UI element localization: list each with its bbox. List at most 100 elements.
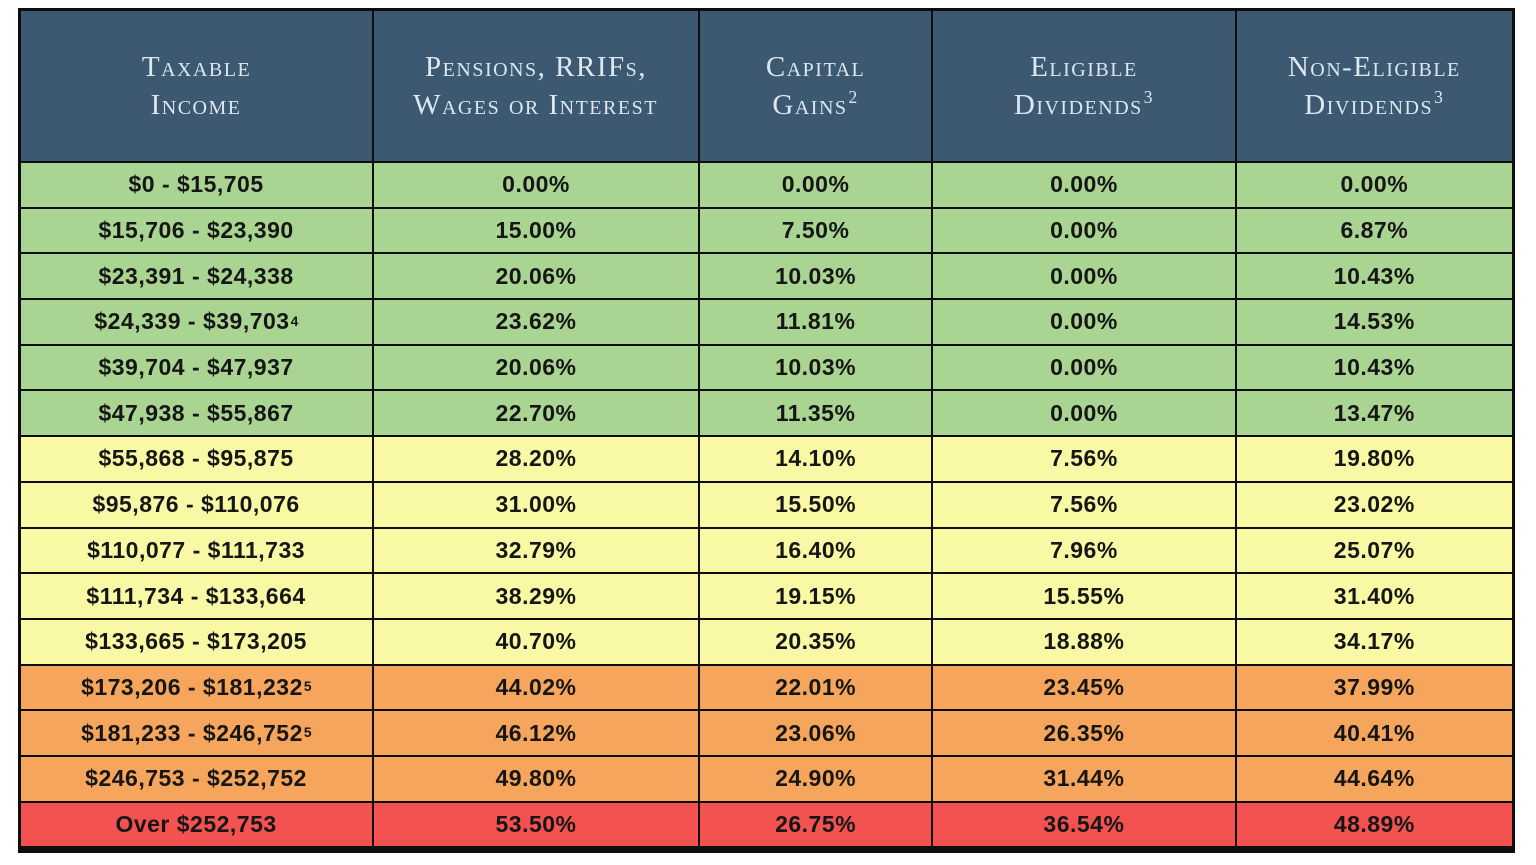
column-header-eligible-dividends: Eligible Dividends3 <box>931 11 1234 161</box>
income-range-cell: $23,391 - $24,338 <box>98 262 294 289</box>
table-row: Over $252,753 53.50% 26.75% 36.54% 48.89… <box>21 800 1512 847</box>
eligible-dividends-rate-cell: 0.00% <box>931 345 1234 390</box>
column-header-taxable-income: Taxable Income <box>21 11 372 161</box>
capital-gains-rate-cell: 19.15% <box>697 574 931 618</box>
pensions-rate-cell: 49.80% <box>372 756 698 801</box>
capital-gains-rate-cell: 11.81% <box>697 300 931 344</box>
table-row: $55,868 - $95,875 28.20% 14.10% 7.56% 19… <box>21 435 1512 481</box>
eligible-dividends-rate-cell: 0.00% <box>931 300 1234 344</box>
footnote-marker: 3 <box>1434 87 1445 108</box>
capital-gains-rate-cell: 23.06% <box>697 711 931 755</box>
header-line: Income <box>150 89 242 121</box>
capital-gains-rate-cell: 22.01% <box>697 665 931 710</box>
header-line: Pensions, RRIFs, <box>425 50 647 83</box>
non-eligible-dividends-rate-cell: 13.47% <box>1234 391 1512 436</box>
pensions-rate-cell: 31.00% <box>372 482 698 527</box>
income-range-cell: $95,876 - $110,076 <box>92 491 300 518</box>
table-header-row: Taxable Income Pensions, RRIFs, Wages or… <box>21 11 1512 161</box>
table-row: $15,706 - $23,390 15.00% 7.50% 0.00% 6.8… <box>21 206 1512 253</box>
table-row: $133,665 - $173,205 40.70% 20.35% 18.88%… <box>21 617 1512 664</box>
table-row: $39,704 - $47,937 20.06% 10.03% 0.00% 10… <box>21 343 1512 390</box>
non-eligible-dividends-rate-cell: 10.43% <box>1234 254 1512 299</box>
income-range-cell: $173,206 - $181,232 5 <box>81 673 313 700</box>
non-eligible-dividends-rate-cell: 0.00% <box>1234 163 1512 207</box>
table-row: $173,206 - $181,232 5 44.02% 22.01% 23.45… <box>21 663 1512 710</box>
eligible-dividends-rate-cell: 23.45% <box>931 665 1234 710</box>
pensions-rate-cell: 23.62% <box>372 300 698 344</box>
header-line: Dividends3 <box>1013 87 1154 121</box>
non-eligible-dividends-rate-cell: 40.41% <box>1234 711 1512 755</box>
income-range-cell: $47,938 - $55,867 <box>98 399 294 426</box>
pensions-rate-cell: 32.79% <box>372 528 698 573</box>
eligible-dividends-rate-cell: 0.00% <box>931 208 1234 253</box>
header-line: Dividends3 <box>1304 87 1445 121</box>
non-eligible-dividends-rate-cell: 19.80% <box>1234 437 1512 481</box>
table-row: $0 - $15,705 0.00% 0.00% 0.00% 0.00% <box>21 161 1512 207</box>
income-range-cell: $39,704 - $47,937 <box>98 354 294 381</box>
pensions-rate-cell: 20.06% <box>372 345 698 390</box>
pensions-rate-cell: 22.70% <box>372 391 698 436</box>
non-eligible-dividends-rate-cell: 23.02% <box>1234 482 1512 527</box>
capital-gains-rate-cell: 11.35% <box>697 391 931 436</box>
income-range-cell: $110,077 - $111,733 <box>87 536 306 563</box>
non-eligible-dividends-rate-cell: 34.17% <box>1234 619 1512 664</box>
eligible-dividends-rate-cell: 7.96% <box>931 528 1234 573</box>
income-range-cell: $24,339 - $39,703 4 <box>94 308 299 335</box>
capital-gains-rate-cell: 15.50% <box>697 482 931 527</box>
eligible-dividends-rate-cell: 18.88% <box>931 619 1234 664</box>
eligible-dividends-rate-cell: 7.56% <box>931 437 1234 481</box>
header-line: Gains2 <box>772 87 859 121</box>
non-eligible-dividends-rate-cell: 44.64% <box>1234 756 1512 801</box>
eligible-dividends-rate-cell: 0.00% <box>931 163 1234 207</box>
table-row: $24,339 - $39,703 4 23.62% 11.81% 0.00% 1… <box>21 298 1512 344</box>
pensions-rate-cell: 28.20% <box>372 437 698 481</box>
header-line: Capital <box>765 50 866 83</box>
tax-rate-table: Taxable Income Pensions, RRIFs, Wages or… <box>18 8 1515 854</box>
eligible-dividends-rate-cell: 7.56% <box>931 482 1234 527</box>
capital-gains-rate-cell: 26.75% <box>697 802 931 847</box>
capital-gains-rate-cell: 10.03% <box>697 254 931 299</box>
non-eligible-dividends-rate-cell: 10.43% <box>1234 345 1512 390</box>
table-row: $246,753 - $252,752 49.80% 24.90% 31.44%… <box>21 754 1512 801</box>
table-row: $181,233 - $246,752 5 46.12% 23.06% 26.35… <box>21 709 1512 755</box>
pensions-rate-cell: 44.02% <box>372 665 698 710</box>
pensions-rate-cell: 0.00% <box>372 163 698 207</box>
eligible-dividends-rate-cell: 36.54% <box>931 802 1234 847</box>
pensions-rate-cell: 15.00% <box>372 208 698 253</box>
capital-gains-rate-cell: 14.10% <box>697 437 931 481</box>
eligible-dividends-rate-cell: 31.44% <box>931 756 1234 801</box>
income-range-cell: $0 - $15,705 <box>128 171 264 198</box>
capital-gains-rate-cell: 20.35% <box>697 619 931 664</box>
eligible-dividends-rate-cell: 0.00% <box>931 254 1234 299</box>
footnote-marker: 2 <box>848 87 859 108</box>
eligible-dividends-rate-cell: 26.35% <box>931 711 1234 755</box>
header-line: Eligible <box>1030 50 1138 83</box>
footnote-marker: 3 <box>1143 87 1154 108</box>
eligible-dividends-rate-cell: 0.00% <box>931 391 1234 436</box>
income-range-cell: $246,753 - $252,752 <box>85 765 307 792</box>
header-line: Taxable <box>141 50 252 83</box>
pensions-rate-cell: 38.29% <box>372 574 698 618</box>
income-range-cell: $111,734 - $133,664 <box>86 582 306 609</box>
non-eligible-dividends-rate-cell: 31.40% <box>1234 574 1512 618</box>
non-eligible-dividends-rate-cell: 37.99% <box>1234 665 1512 710</box>
column-header-pensions: Pensions, RRIFs, Wages or Interest <box>372 11 698 161</box>
pensions-rate-cell: 53.50% <box>372 802 698 847</box>
header-line: Non-Eligible <box>1287 50 1461 83</box>
income-range-cell: $55,868 - $95,875 <box>98 445 294 472</box>
non-eligible-dividends-rate-cell: 25.07% <box>1234 528 1512 573</box>
pensions-rate-cell: 46.12% <box>372 711 698 755</box>
table-row: $110,077 - $111,733 32.79% 16.40% 7.96% … <box>21 526 1512 573</box>
income-range-cell: $181,233 - $246,752 5 <box>81 719 313 746</box>
table-row: $95,876 - $110,076 31.00% 15.50% 7.56% 2… <box>21 480 1512 527</box>
capital-gains-rate-cell: 24.90% <box>697 756 931 801</box>
capital-gains-rate-cell: 10.03% <box>697 345 931 390</box>
capital-gains-rate-cell: 0.00% <box>697 163 931 207</box>
column-header-non-eligible-dividends: Non-Eligible Dividends3 <box>1234 11 1512 161</box>
pensions-rate-cell: 20.06% <box>372 254 698 299</box>
table-row: $47,938 - $55,867 22.70% 11.35% 0.00% 13… <box>21 389 1512 436</box>
non-eligible-dividends-rate-cell: 48.89% <box>1234 802 1512 847</box>
non-eligible-dividends-rate-cell: 6.87% <box>1234 208 1512 253</box>
column-header-capital-gains: Capital Gains2 <box>697 11 931 161</box>
non-eligible-dividends-rate-cell: 14.53% <box>1234 300 1512 344</box>
